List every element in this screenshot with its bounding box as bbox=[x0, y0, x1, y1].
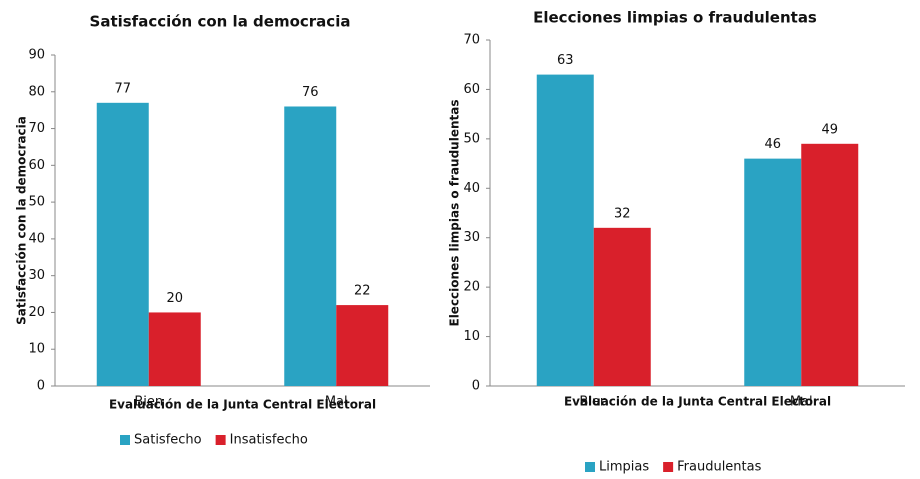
legend-swatch bbox=[585, 462, 595, 472]
y-tick-label: 30 bbox=[463, 230, 480, 245]
data-label: 63 bbox=[557, 53, 574, 68]
data-label: 49 bbox=[821, 122, 838, 137]
data-label: 76 bbox=[302, 85, 319, 100]
data-label: 22 bbox=[354, 284, 371, 299]
legend-label: Limpias bbox=[599, 460, 649, 475]
y-tick-label: 70 bbox=[28, 121, 45, 136]
legend-swatch bbox=[120, 435, 130, 445]
y-tick-label: 10 bbox=[463, 329, 480, 344]
y-tick-label: 70 bbox=[463, 33, 480, 48]
bar bbox=[336, 305, 389, 386]
bar bbox=[744, 158, 802, 386]
y-tick-label: 20 bbox=[463, 280, 480, 295]
y-axis-title: Elecciones limpias o fraudulentas bbox=[448, 100, 462, 327]
y-tick-label: 40 bbox=[28, 231, 45, 246]
bar bbox=[801, 143, 859, 386]
legend-label: Insatisfecho bbox=[230, 433, 308, 448]
y-tick-label: 90 bbox=[28, 48, 45, 63]
y-axis-title: Satisfacción con la democracia bbox=[15, 116, 29, 325]
x-tick-label: Bien bbox=[134, 395, 163, 410]
y-tick-label: 30 bbox=[28, 268, 45, 283]
y-tick-label: 80 bbox=[28, 84, 45, 99]
x-axis-title: Evaluación de la Junta Central Electoral bbox=[564, 395, 831, 409]
bar bbox=[96, 102, 149, 387]
x-tick-label: Bien bbox=[579, 395, 608, 410]
legend-label: Satisfecho bbox=[134, 433, 202, 448]
legend-label: Fraudulentas bbox=[677, 460, 761, 475]
chart-title: Elecciones limpias o fraudulentas bbox=[533, 9, 817, 27]
y-tick-label: 50 bbox=[28, 195, 45, 210]
y-tick-label: 40 bbox=[463, 181, 480, 196]
data-label: 20 bbox=[166, 291, 183, 306]
legend-swatch bbox=[663, 462, 674, 472]
bar bbox=[593, 227, 651, 386]
bar bbox=[536, 74, 594, 386]
legend-swatch bbox=[215, 435, 226, 445]
y-tick-label: 10 bbox=[28, 342, 45, 357]
x-tick-label: Mal bbox=[325, 395, 348, 410]
x-tick-label: Mal bbox=[790, 395, 813, 410]
data-label: 77 bbox=[114, 81, 131, 96]
bar bbox=[148, 312, 201, 386]
y-tick-label: 0 bbox=[472, 379, 480, 394]
chart-title: Satisfacción con la democracia bbox=[90, 13, 351, 31]
x-axis-title: Evaluación de la Junta Central Electoral bbox=[109, 398, 376, 412]
bar bbox=[284, 106, 337, 386]
y-tick-label: 60 bbox=[463, 82, 480, 97]
y-tick-label: 60 bbox=[28, 158, 45, 173]
y-tick-label: 20 bbox=[28, 305, 45, 320]
data-label: 46 bbox=[764, 137, 781, 152]
data-label: 32 bbox=[614, 206, 631, 221]
y-tick-label: 0 bbox=[37, 379, 45, 394]
y-tick-label: 50 bbox=[463, 131, 480, 146]
